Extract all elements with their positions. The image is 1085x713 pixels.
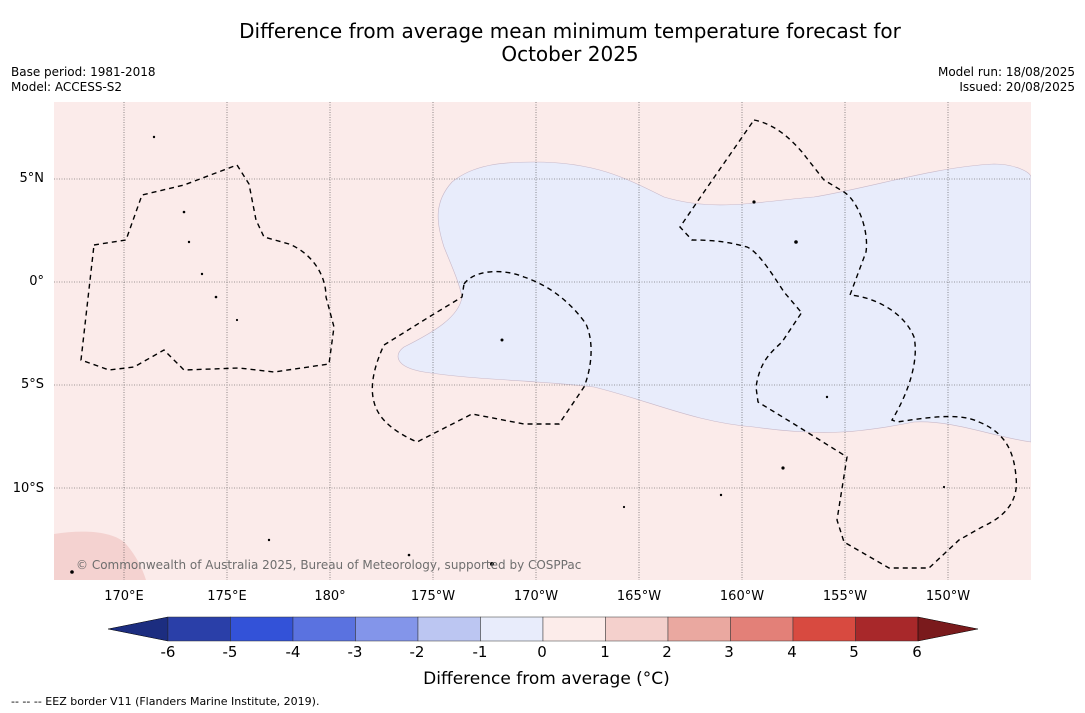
island xyxy=(200,272,204,276)
colorbar-segment xyxy=(605,616,669,642)
colorbar-segment xyxy=(855,616,919,642)
lon-label-165w: 165°W xyxy=(616,589,662,604)
lon-label-175w: 175°W xyxy=(410,589,456,604)
island xyxy=(752,200,756,204)
colorbar-segment xyxy=(230,616,294,642)
island xyxy=(182,210,186,214)
colorbar-under-arrow xyxy=(108,616,169,642)
eez-kiribati-gilbert xyxy=(80,164,335,373)
cb-tick: 5 xyxy=(849,643,859,661)
colorbar-label: Difference from average (°C) xyxy=(423,669,670,689)
chart-title: Difference from average mean minimum tem… xyxy=(0,20,1085,66)
cool-anomaly-region xyxy=(397,161,1031,443)
lon-label-175e: 175°E xyxy=(207,589,247,604)
base-period: Base period: 1981-2018 xyxy=(11,65,156,79)
island xyxy=(500,338,504,342)
cb-tick: -4 xyxy=(285,643,301,661)
colorbar-segment xyxy=(730,616,794,642)
island xyxy=(942,485,946,489)
copyright-credit: © Commonwealth of Australia 2025, Bureau… xyxy=(76,558,582,572)
model-run: Model run: 18/08/2025 xyxy=(937,65,1075,79)
island xyxy=(825,395,829,399)
title-line-2: October 2025 xyxy=(501,42,639,66)
island xyxy=(407,553,411,557)
cb-tick: -2 xyxy=(409,643,425,661)
cb-tick: 2 xyxy=(662,643,672,661)
island xyxy=(70,570,74,574)
cb-tick: 4 xyxy=(787,643,797,661)
cb-tick: -5 xyxy=(222,643,238,661)
colorbar-over-arrow xyxy=(917,616,978,642)
eez-phoenix xyxy=(371,270,592,443)
island xyxy=(267,538,271,542)
lon-label-155w: 155°W xyxy=(822,589,868,604)
colorbar-segment xyxy=(417,616,481,642)
island xyxy=(235,318,239,322)
colorbar-segment xyxy=(542,616,606,642)
issued-date: Issued: 20/08/2025 xyxy=(959,80,1075,94)
meta-left: Base period: 1981-2018 Model: ACCESS-S2 xyxy=(11,65,156,95)
lon-label-170w: 170°W xyxy=(513,589,559,604)
island xyxy=(187,240,191,244)
colorbar xyxy=(108,616,978,642)
lon-label-160w: 160°W xyxy=(719,589,765,604)
island xyxy=(490,562,494,566)
cb-tick: 1 xyxy=(600,643,610,661)
cb-tick: -1 xyxy=(472,643,488,661)
lon-label-180: 180° xyxy=(314,589,346,604)
colorbar-segment xyxy=(792,616,856,642)
island xyxy=(781,466,785,470)
islands xyxy=(70,135,946,574)
colorbar-segment xyxy=(480,616,544,642)
model-name: Model: ACCESS-S2 xyxy=(11,80,123,94)
cb-tick: 6 xyxy=(912,643,922,661)
lat-label-0: 0° xyxy=(29,274,44,289)
colorbar-segment xyxy=(167,616,231,642)
colorbar-segment xyxy=(292,616,356,642)
forecast-map xyxy=(54,102,1031,580)
map-svg xyxy=(54,102,1031,580)
colorbar-segment xyxy=(355,616,419,642)
cb-tick: -3 xyxy=(347,643,363,661)
eez-line-islands xyxy=(679,119,1018,569)
colorbar-segments xyxy=(167,616,919,642)
island xyxy=(622,505,626,509)
eez-borders xyxy=(80,119,1018,569)
lon-label-170e: 170°E xyxy=(104,589,144,604)
island xyxy=(214,295,218,299)
lon-label-150w: 150°W xyxy=(925,589,971,604)
island xyxy=(794,240,798,244)
title-line-1: Difference from average mean minimum tem… xyxy=(239,19,901,43)
graticule xyxy=(54,102,1031,580)
lat-label-5s: 5°S xyxy=(20,377,44,392)
warm-anomaly-region xyxy=(54,531,146,580)
cb-tick: -6 xyxy=(160,643,176,661)
island xyxy=(152,135,156,139)
lat-label-10s: 10°S xyxy=(12,481,44,496)
eez-legend-note: -- -- -- EEZ border V11 (Flanders Marine… xyxy=(11,695,320,708)
meta-right: Model run: 18/08/2025 Issued: 20/08/2025 xyxy=(938,65,1075,95)
lat-label-5n: 5°N xyxy=(19,171,45,186)
cb-tick: 3 xyxy=(724,643,734,661)
cb-tick: 0 xyxy=(537,643,547,661)
island xyxy=(719,493,723,497)
colorbar-segment xyxy=(667,616,731,642)
